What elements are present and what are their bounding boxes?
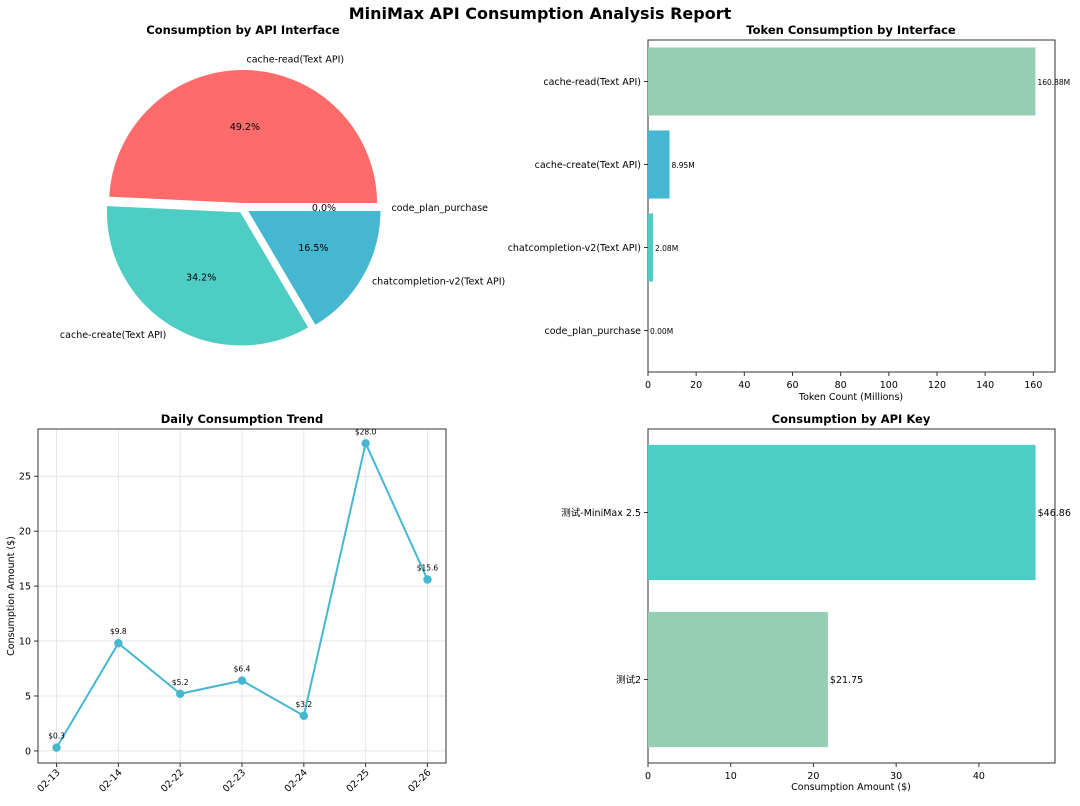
y-tick-label: 15 bbox=[19, 582, 31, 593]
x-tick-label-02-22: 02-22 bbox=[159, 767, 186, 794]
axes-frame bbox=[647, 39, 1056, 373]
x-tick-label-02-13: 02-13 bbox=[35, 767, 62, 794]
data-point-02-26 bbox=[423, 575, 432, 584]
y-tick-label-minimax-2-5: 测试-MiniMax 2.5 bbox=[561, 507, 641, 519]
trend-chart-title: Daily Consumption Trend bbox=[161, 412, 323, 426]
x-tick-label-02-14: 02-14 bbox=[97, 767, 124, 794]
x-tick-label: 0 bbox=[645, 771, 651, 782]
report-title: MiniMax API Consumption Analysis Report bbox=[349, 4, 732, 23]
data-point-02-24 bbox=[299, 711, 309, 720]
token-chart-title: Token Consumption by Interface bbox=[746, 23, 956, 37]
y-tick-label-2: 测试2 bbox=[616, 674, 641, 686]
bar-value-label-minimax-2-5: $46.86 bbox=[1038, 508, 1071, 519]
bar-value-label-code-plan-purchase: 0.00M bbox=[650, 327, 673, 336]
x-tick-label: 20 bbox=[807, 771, 819, 782]
x-tick-label: 140 bbox=[976, 380, 994, 391]
x-tick-label: 160 bbox=[1024, 380, 1042, 391]
bar-value-label-cache-read-text-api: 160.88M bbox=[1037, 78, 1070, 87]
data-point-02-25 bbox=[361, 439, 370, 448]
x-tick-label-02-26: 02-26 bbox=[406, 767, 433, 794]
bar-chart-token-consumption: Token Consumption by Interface Token Cou… bbox=[508, 23, 1070, 403]
pie-pct-label-cache-create-text-api: 34.2% bbox=[186, 272, 216, 283]
x-tick-label: 20 bbox=[690, 380, 702, 391]
pie-category-label-chatcompletion-v2-text-api: chatcompletion-v2(Text API) bbox=[372, 277, 505, 288]
pie-chart-api-interface: Consumption by API Interface 49.2% cache-… bbox=[60, 23, 505, 348]
apikey-chart-title: Consumption by API Key bbox=[772, 412, 931, 426]
pie-category-label-cache-read-text-api: cache-read(Text API) bbox=[247, 55, 345, 66]
bar-value-label-cache-create-text-api: 8.95M bbox=[672, 161, 695, 170]
bar-chatcompletion-v2-text-api bbox=[648, 213, 654, 282]
axes-frame bbox=[647, 428, 1056, 764]
point-label-02-24: $3.2 bbox=[295, 700, 312, 709]
x-tick-label: 120 bbox=[928, 380, 946, 391]
bar-minimax-2-5 bbox=[648, 444, 1036, 581]
point-label-02-25: $28.0 bbox=[355, 427, 377, 436]
bar-cache-create-text-api bbox=[648, 130, 670, 199]
trend-chart-ylabel: Consumption Amount ($) bbox=[6, 536, 17, 656]
point-label-02-23: $6.4 bbox=[234, 665, 251, 674]
y-tick-label-cache-create-text-api: cache-create(Text API) bbox=[535, 160, 641, 171]
y-tick-label-chatcompletion-v2-text-api: chatcompletion-v2(Text API) bbox=[508, 243, 641, 254]
y-tick-label: 25 bbox=[19, 472, 31, 483]
data-point-02-23 bbox=[237, 676, 247, 685]
x-tick-label-02-23: 02-23 bbox=[221, 767, 248, 794]
x-tick-label: 40 bbox=[973, 771, 985, 782]
bar-cache-read-text-api bbox=[648, 47, 1036, 116]
y-tick-label-cache-read-text-api: cache-read(Text API) bbox=[543, 77, 641, 88]
point-label-02-13: $0.3 bbox=[48, 732, 65, 741]
pie-slice-cache-create-text-api bbox=[104, 204, 311, 348]
pie-pct-label-chatcompletion-v2-text-api: 16.5% bbox=[298, 243, 328, 254]
data-point-02-14 bbox=[114, 639, 123, 648]
x-tick-label: 30 bbox=[890, 771, 902, 782]
x-tick-label: 0 bbox=[645, 380, 651, 391]
data-point-02-22 bbox=[175, 689, 185, 698]
point-label-02-22: $5.2 bbox=[172, 678, 189, 687]
token-chart-xlabel: Token Count (Millions) bbox=[798, 392, 903, 403]
pie-pct-label-cache-read-text-api: 49.2% bbox=[230, 122, 260, 133]
y-tick-label: 20 bbox=[19, 527, 31, 538]
y-tick-label: 10 bbox=[19, 637, 31, 648]
x-tick-label-02-24: 02-24 bbox=[283, 767, 310, 794]
pie-category-label-cache-create-text-api: cache-create(Text API) bbox=[60, 330, 166, 341]
pie-chart-title: Consumption by API Interface bbox=[146, 23, 340, 37]
x-tick-label-02-25: 02-25 bbox=[344, 767, 371, 794]
x-tick-label: 60 bbox=[786, 380, 798, 391]
bar-2 bbox=[648, 611, 828, 748]
x-tick-label: 40 bbox=[738, 380, 750, 391]
y-tick-label: 5 bbox=[25, 691, 31, 702]
x-tick-label: 80 bbox=[835, 380, 847, 391]
x-tick-label: 10 bbox=[725, 771, 737, 782]
line-chart-daily-trend: Daily Consumption Trend Consumption Amou… bbox=[6, 412, 447, 795]
pie-slice-cache-read-text-api bbox=[107, 68, 380, 206]
y-tick-label: 0 bbox=[25, 746, 31, 757]
x-tick-label: 100 bbox=[880, 380, 898, 391]
data-point-02-13 bbox=[52, 743, 61, 752]
pie-pct-label-code-plan-purchase: 0.0% bbox=[312, 203, 336, 214]
bar-value-label-chatcompletion-v2-text-api: 2.08M bbox=[655, 244, 678, 253]
point-label-02-26: $15.6 bbox=[417, 564, 439, 573]
pie-slice-chatcompletion-v2-text-api bbox=[244, 208, 383, 328]
y-tick-label-code-plan-purchase: code_plan_purchase bbox=[544, 326, 641, 337]
bar-chart-api-key: Consumption by API Key Consumption Amoun… bbox=[561, 412, 1071, 793]
bar-value-label-2: $21.75 bbox=[830, 675, 863, 686]
point-label-02-14: $9.8 bbox=[110, 627, 127, 636]
apikey-chart-xlabel: Consumption Amount ($) bbox=[791, 782, 911, 793]
pie-category-label-code-plan-purchase: code_plan_purchase bbox=[392, 203, 489, 214]
